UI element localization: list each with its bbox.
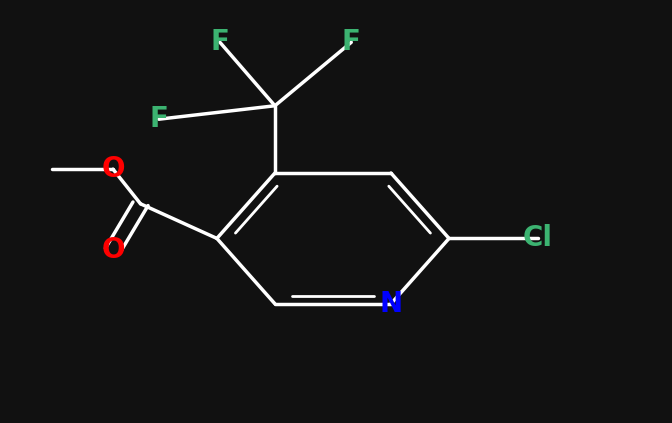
Text: F: F — [210, 28, 229, 56]
Text: O: O — [101, 236, 125, 264]
Text: F: F — [342, 28, 361, 56]
Text: Cl: Cl — [523, 225, 552, 253]
Text: N: N — [380, 290, 403, 318]
Text: O: O — [101, 155, 125, 183]
Text: F: F — [149, 105, 168, 133]
